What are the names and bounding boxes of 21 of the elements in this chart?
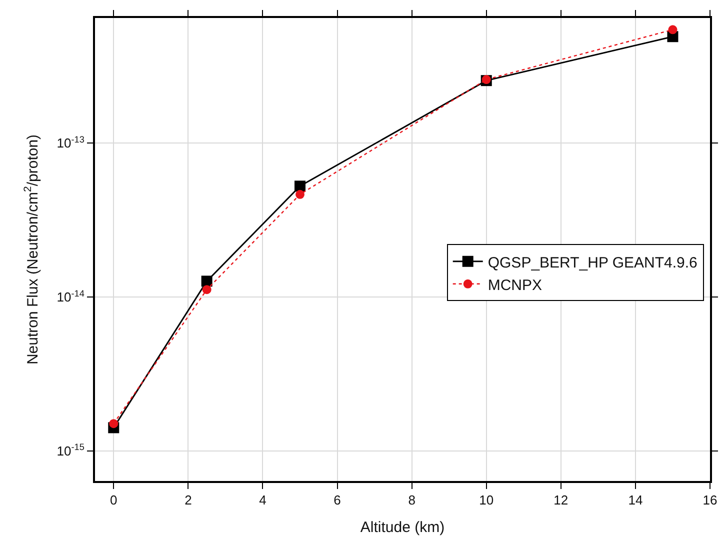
y-tick-label: 10$^{-14}$ bbox=[56, 288, 84, 305]
x-tick-label: 6 bbox=[334, 492, 341, 508]
x-tick-label: 2 bbox=[184, 492, 192, 508]
x-axis-title: Altitude (km) bbox=[360, 519, 445, 536]
point bbox=[296, 190, 304, 199]
point bbox=[201, 276, 212, 287]
x-tick-label: 14 bbox=[628, 492, 643, 508]
x-tick-label: 8 bbox=[408, 492, 416, 508]
point bbox=[294, 180, 306, 192]
legend-label: MCNPX bbox=[488, 276, 542, 294]
y-tick-label: 10$^{-13}$ bbox=[56, 134, 84, 151]
x-tick-label: 0 bbox=[110, 492, 118, 508]
point bbox=[202, 285, 212, 294]
point bbox=[109, 419, 118, 428]
x-tick-label: 10 bbox=[479, 492, 494, 508]
x-tick-label: 4 bbox=[259, 492, 266, 508]
point bbox=[668, 25, 678, 34]
x-tick-label: 12 bbox=[554, 492, 568, 508]
y-tick-label: 10$^{-15}$ bbox=[56, 442, 84, 459]
x-tick-label: 16 bbox=[702, 492, 718, 508]
legend-label: QGSP_BERT_HP GEANT4.9.6 bbox=[488, 254, 698, 272]
